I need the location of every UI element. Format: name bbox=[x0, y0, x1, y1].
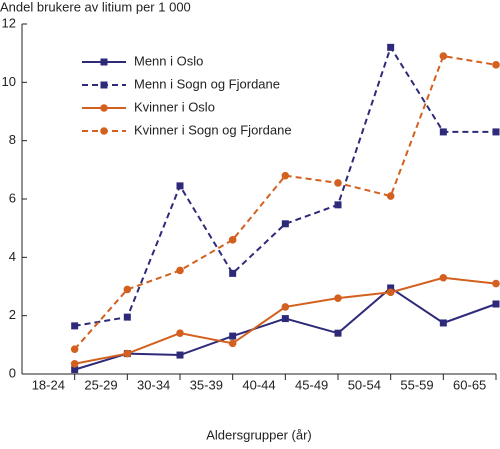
y-axis-label: Andel brukere av litium per 1 000 bbox=[0, 0, 191, 14]
marker bbox=[492, 279, 500, 288]
marker bbox=[123, 285, 132, 294]
marker bbox=[439, 128, 447, 136]
y-tick-label: 12 bbox=[2, 15, 16, 30]
marker bbox=[228, 236, 237, 244]
marker bbox=[387, 284, 395, 292]
marker bbox=[386, 288, 395, 297]
marker bbox=[492, 61, 500, 69]
marker bbox=[334, 179, 342, 187]
x-tick-label: 25-29 bbox=[84, 377, 117, 392]
marker bbox=[229, 269, 237, 277]
marker bbox=[70, 359, 79, 368]
marker bbox=[439, 273, 448, 282]
legend-marker bbox=[100, 81, 108, 89]
x-axis-label: Aldersgrupper (år) bbox=[206, 427, 312, 442]
x-tick-label: 50-54 bbox=[348, 377, 381, 392]
legend-marker bbox=[100, 58, 108, 66]
marker bbox=[123, 313, 131, 321]
marker bbox=[176, 329, 184, 337]
marker bbox=[492, 128, 500, 136]
x-tick-label: 40-44 bbox=[242, 377, 275, 392]
marker bbox=[123, 349, 132, 358]
legend-label: Menn i Oslo bbox=[134, 53, 203, 68]
marker bbox=[71, 322, 79, 330]
y-tick-label: 6 bbox=[9, 190, 16, 205]
x-tick-label: 30-34 bbox=[137, 377, 170, 392]
marker bbox=[439, 52, 448, 60]
marker bbox=[228, 339, 237, 348]
marker bbox=[281, 220, 289, 228]
marker bbox=[492, 300, 500, 308]
y-tick-label: 2 bbox=[9, 307, 16, 322]
x-tick-label: 45-49 bbox=[295, 377, 328, 392]
marker bbox=[70, 345, 79, 354]
x-tick-label: 18-24 bbox=[32, 377, 65, 392]
series-line bbox=[74, 45, 496, 327]
marker bbox=[334, 201, 342, 209]
marker bbox=[387, 43, 395, 51]
marker bbox=[176, 351, 184, 359]
x-tick-label: 60-65 bbox=[453, 377, 486, 392]
series-line bbox=[74, 286, 497, 371]
x-tick-label: 55-59 bbox=[400, 377, 433, 392]
marker bbox=[281, 171, 290, 180]
marker bbox=[71, 366, 79, 374]
marker bbox=[439, 319, 447, 327]
x-tick-label: 35-39 bbox=[190, 377, 223, 392]
marker bbox=[386, 192, 395, 200]
legend-label: Kvinner i Sogn og Fjordane bbox=[134, 122, 292, 137]
marker bbox=[281, 303, 290, 311]
marker bbox=[281, 315, 289, 323]
marker bbox=[176, 182, 184, 190]
y-tick-label: 10 bbox=[2, 74, 16, 89]
marker bbox=[176, 266, 184, 275]
legend-label: Kvinner i Oslo bbox=[134, 99, 215, 114]
y-tick-label: 8 bbox=[9, 132, 16, 147]
y-tick-label: 4 bbox=[9, 249, 16, 264]
marker bbox=[229, 332, 237, 340]
legend-label: Menn i Sogn og Fjordane bbox=[134, 76, 280, 91]
marker bbox=[334, 294, 342, 302]
y-tick-label: 0 bbox=[9, 365, 16, 380]
marker bbox=[334, 329, 342, 337]
legend-marker bbox=[100, 104, 108, 112]
legend-marker bbox=[100, 127, 108, 135]
